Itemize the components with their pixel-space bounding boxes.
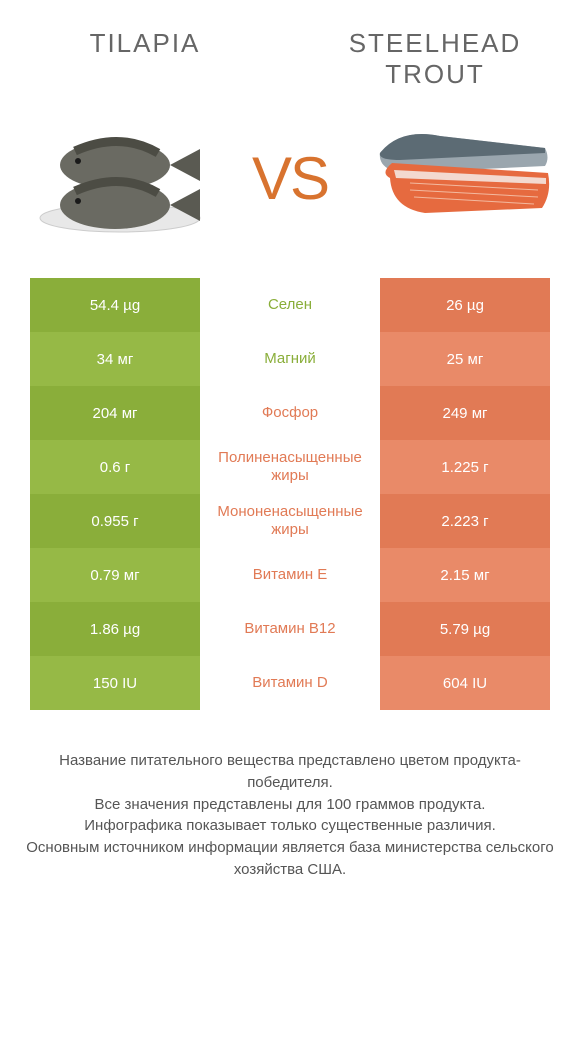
table-row: 34 мгМагний25 мг [30, 332, 550, 386]
left-title: TILAPIA [30, 28, 260, 59]
table-row: 54.4 µgСелен26 µg [30, 278, 550, 332]
tilapia-icon [30, 113, 210, 243]
footnote-line: Название питательного вещества представл… [20, 750, 560, 794]
right-value: 25 мг [380, 332, 550, 386]
right-value: 2.223 г [380, 494, 550, 548]
header: TILAPIA STEELHEAD TROUT [0, 0, 580, 90]
comparison-table: 54.4 µgСелен26 µg34 мгМагний25 мг204 мгФ… [30, 278, 550, 710]
right-value: 26 µg [380, 278, 550, 332]
table-row: 0.79 мгВитамин E2.15 мг [30, 548, 550, 602]
footnote: Название питательного вещества представл… [20, 750, 560, 881]
right-value: 2.15 мг [380, 548, 550, 602]
table-row: 150 IUВитамин D604 IU [30, 656, 550, 710]
nutrient-label: Фосфор [200, 386, 380, 440]
right-value: 5.79 µg [380, 602, 550, 656]
nutrient-label: Витамин D [200, 656, 380, 710]
table-row: 204 мгФосфор249 мг [30, 386, 550, 440]
left-value: 150 IU [30, 656, 200, 710]
left-value: 34 мг [30, 332, 200, 386]
right-image [370, 108, 550, 248]
images-row: VS [0, 90, 580, 278]
right-value: 1.225 г [380, 440, 550, 494]
footnote-line: Все значения представлены для 100 граммо… [20, 794, 560, 816]
steelhead-icon [370, 118, 550, 238]
nutrient-label: Витамин E [200, 548, 380, 602]
right-value: 249 мг [380, 386, 550, 440]
left-image [30, 108, 210, 248]
nutrient-label: Витамин B12 [200, 602, 380, 656]
nutrient-label: Селен [200, 278, 380, 332]
left-value: 204 мг [30, 386, 200, 440]
footnote-line: Основным источником информации является … [20, 837, 560, 881]
right-title: STEELHEAD TROUT [320, 28, 550, 90]
right-value: 604 IU [380, 656, 550, 710]
nutrient-label: Полиненасыщенные жиры [200, 440, 380, 494]
table-row: 0.6 гПолиненасыщенные жиры1.225 г [30, 440, 550, 494]
left-value: 0.6 г [30, 440, 200, 494]
footnote-line: Инфографика показывает только существенн… [20, 815, 560, 837]
left-value: 0.79 мг [30, 548, 200, 602]
left-value: 0.955 г [30, 494, 200, 548]
table-row: 0.955 гМононенасыщенные жиры2.223 г [30, 494, 550, 548]
left-value: 1.86 µg [30, 602, 200, 656]
vs-label: VS [252, 144, 328, 213]
nutrient-label: Мононенасыщенные жиры [200, 494, 380, 548]
table-row: 1.86 µgВитамин B125.79 µg [30, 602, 550, 656]
left-value: 54.4 µg [30, 278, 200, 332]
nutrient-label: Магний [200, 332, 380, 386]
